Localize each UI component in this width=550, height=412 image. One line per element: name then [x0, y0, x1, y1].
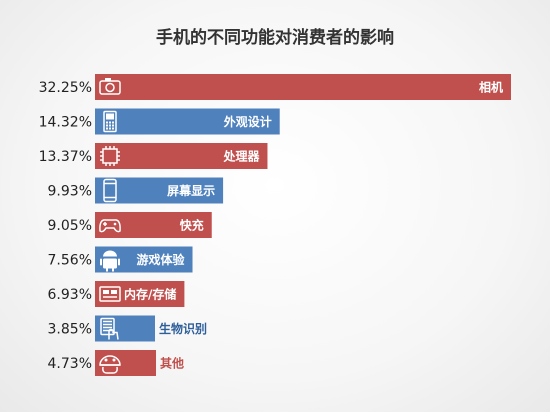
value-label: 9.93% [48, 184, 92, 200]
value-label: 9.05% [48, 218, 92, 234]
category-label: 内存/存储 [124, 287, 176, 302]
category-label: 屏幕显示 [166, 183, 215, 198]
category-label: 生物识别 [159, 321, 207, 336]
category-label: 相机 [479, 80, 503, 95]
bar [95, 108, 280, 135]
camera-icon [99, 78, 121, 95]
category-label: 游戏体验 [137, 252, 186, 267]
android-icon [100, 250, 120, 272]
value-label: 3.85% [48, 322, 92, 338]
memory-card-icon [99, 286, 121, 302]
value-label: 32.25% [39, 80, 92, 96]
bar [95, 143, 268, 169]
bar [95, 350, 157, 376]
value-label: 7.56% [48, 253, 92, 269]
category-label: 外观设计 [224, 114, 272, 129]
gamepad-icon [99, 219, 121, 233]
bars-group: 32.25% 相机 14.32% 外观设计 13.37% 处理器 9.93% 屏幕显示 9.05… [39, 74, 511, 376]
category-label: 处理器 [222, 149, 260, 164]
phone-icon [103, 110, 117, 133]
robot-icon [99, 355, 121, 374]
category-label: 快充 [180, 218, 204, 233]
fingerprint-icon [100, 317, 119, 340]
value-label: 6.93% [48, 287, 92, 303]
bar [95, 315, 155, 342]
chart-title: 手机的不同功能对消费者的影响 [156, 27, 394, 48]
smartphone-icon [103, 178, 117, 203]
category-label: 其他 [160, 356, 184, 371]
chip-icon [100, 146, 120, 166]
bar [95, 74, 511, 100]
value-label: 4.73% [48, 356, 92, 372]
bar [95, 281, 185, 307]
value-label: 14.32% [39, 115, 92, 131]
value-label: 13.37% [39, 149, 92, 165]
